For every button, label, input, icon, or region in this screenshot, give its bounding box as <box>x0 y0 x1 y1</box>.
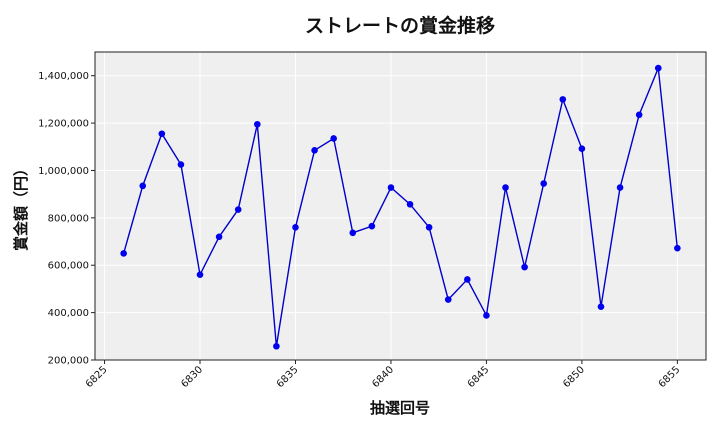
data-point <box>483 312 490 319</box>
x-tick-label: 6845 <box>466 364 492 390</box>
x-axis: 6825 6830 6835 6840 6845 6850 6855 <box>84 360 683 390</box>
data-point <box>273 342 280 350</box>
y-tick-label: 800,000 <box>48 213 89 224</box>
y-axis-label: 賞金額（円） <box>12 161 30 251</box>
data-point <box>444 296 452 303</box>
data-point <box>387 184 395 191</box>
data-point <box>540 180 548 187</box>
data-point <box>120 250 127 257</box>
data-point <box>196 271 204 279</box>
data-point <box>502 184 509 191</box>
data-point <box>177 161 185 168</box>
data-point <box>292 224 299 231</box>
x-tick-label: 6835 <box>275 364 301 390</box>
x-tick-label: 6830 <box>179 364 205 390</box>
plot-frame <box>94 51 707 361</box>
data-point <box>139 182 147 190</box>
y-tick-label: 400,000 <box>48 308 89 319</box>
data-point <box>616 184 624 191</box>
series-layer <box>120 64 681 350</box>
x-tick-label: 6855 <box>657 364 683 390</box>
data-point <box>464 276 471 283</box>
data-point <box>158 130 166 138</box>
y-tick-label: 1,200,000 <box>38 119 89 130</box>
x-axis-label: 抽選回号 <box>370 399 430 417</box>
y-tick-label: 200,000 <box>48 356 89 367</box>
series-line <box>122 67 679 347</box>
y-tick-label: 1,400,000 <box>38 71 89 82</box>
data-point <box>330 135 337 142</box>
grid-lines <box>94 51 707 361</box>
data-point <box>674 244 681 252</box>
data-point <box>559 96 567 103</box>
data-point <box>597 303 605 310</box>
data-point <box>311 147 318 154</box>
x-tick-label: 6840 <box>370 364 396 390</box>
data-point <box>215 233 223 241</box>
data-point <box>425 224 433 231</box>
data-point <box>406 201 414 208</box>
y-tick-label: 600,000 <box>48 261 89 272</box>
y-axis: 200,000 400,000 600,000 800,000 1,000,000 1,2… <box>38 71 95 367</box>
data-point <box>635 111 643 119</box>
data-point <box>521 263 528 271</box>
data-point <box>253 120 261 128</box>
plot-area <box>94 51 707 361</box>
x-tick-label: 6825 <box>84 364 110 390</box>
data-point <box>349 229 357 237</box>
data-point <box>234 206 242 213</box>
data-point <box>368 222 376 230</box>
data-point <box>578 145 586 152</box>
data-point <box>654 64 662 72</box>
chart-title: ストレートの賞金推移 <box>305 14 495 37</box>
x-tick-label: 6850 <box>561 364 587 390</box>
y-tick-label: 1,000,000 <box>38 166 89 177</box>
